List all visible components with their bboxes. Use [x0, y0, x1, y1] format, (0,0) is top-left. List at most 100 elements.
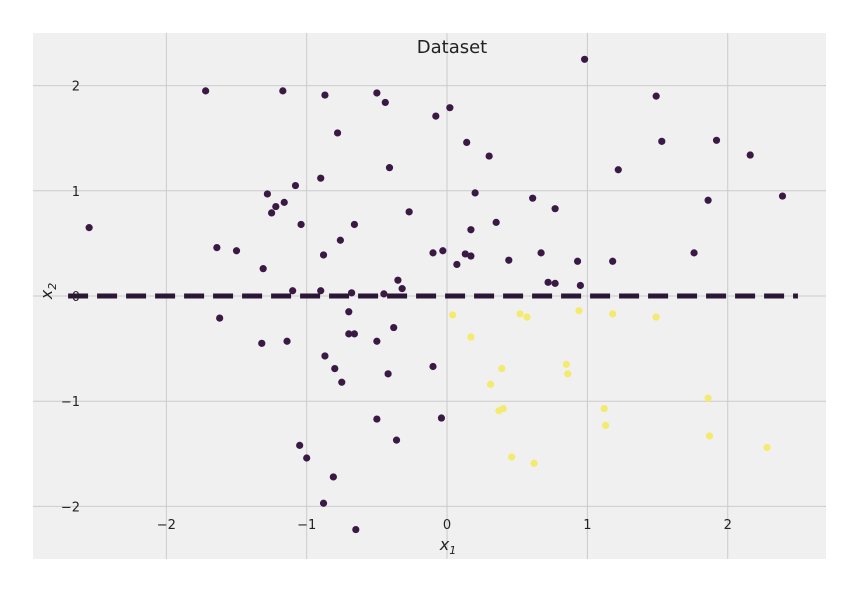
x-tick-label: −2: [157, 518, 176, 533]
data-point-class-0: [380, 290, 388, 298]
data-point-class-0: [658, 137, 666, 145]
data-point-class-0: [263, 190, 271, 198]
data-point-class-0: [297, 220, 305, 229]
data-point-class-0: [544, 278, 552, 286]
y-tick-label: 2: [72, 80, 80, 95]
data-point-class-0: [690, 249, 698, 257]
data-point-class-0: [439, 247, 447, 255]
y-tick-label: −1: [61, 395, 80, 410]
data-point-class-0: [345, 308, 353, 316]
data-point-class-0: [551, 205, 559, 213]
data-point-class-0: [778, 192, 787, 200]
y-axis-label-main: x: [37, 289, 56, 300]
data-point-class-0: [280, 198, 288, 206]
data-point-class-0: [446, 104, 454, 112]
data-point-class-0: [329, 473, 337, 481]
data-point-class-0: [463, 138, 471, 147]
data-point-class-0: [283, 337, 291, 345]
data-point-class-1: [600, 404, 608, 413]
data-point-class-0: [373, 337, 381, 345]
data-point-class-0: [317, 287, 325, 295]
data-point-class-0: [453, 260, 461, 269]
data-point-class-0: [467, 252, 475, 260]
x-tick-labels: −2 −1 0 1 2: [157, 518, 732, 533]
y-axis-label-sub: 2: [46, 283, 59, 290]
data-point-class-0: [390, 323, 398, 332]
x-tick-label: 0: [443, 518, 451, 533]
data-point-class-0: [216, 314, 224, 322]
data-point-class-0: [492, 218, 500, 226]
data-point-class-0: [746, 151, 754, 159]
data-point-class-0: [580, 55, 589, 63]
data-point-class-1: [508, 453, 516, 461]
data-point-class-1: [530, 459, 538, 467]
x-tick-label: 2: [724, 518, 732, 533]
data-point-class-0: [259, 265, 267, 273]
y-axis-label: x2: [37, 283, 59, 300]
data-point-class-0: [394, 276, 402, 284]
data-point-class-0: [551, 279, 559, 287]
data-point-class-0: [398, 285, 406, 293]
data-point-class-0: [321, 352, 329, 360]
data-point-class-0: [392, 436, 401, 444]
data-point-class-0: [291, 181, 300, 190]
data-point-class-1: [523, 313, 531, 321]
data-point-class-1: [486, 380, 495, 388]
data-point-class-0: [331, 364, 339, 373]
data-point-class-1: [467, 333, 475, 341]
data-point-class-0: [405, 208, 413, 216]
data-point-class-0: [350, 220, 359, 229]
data-point-class-0: [385, 164, 394, 172]
data-point-class-1: [609, 310, 617, 318]
data-point-class-0: [704, 196, 712, 204]
data-point-class-0: [529, 194, 537, 202]
data-point-class-0: [429, 362, 437, 371]
data-point-class-0: [505, 256, 513, 264]
data-point-class-0: [258, 339, 266, 347]
data-points: [85, 55, 787, 534]
data-point-class-0: [296, 441, 304, 449]
data-point-class-1: [564, 370, 572, 378]
data-point-class-0: [85, 224, 93, 232]
data-point-class-0: [471, 189, 479, 197]
x-axis-label: x1: [439, 535, 456, 557]
data-point-class-0: [213, 244, 221, 252]
data-point-class-0: [352, 525, 360, 534]
data-point-class-1: [705, 432, 714, 440]
data-point-class-0: [429, 249, 437, 257]
data-point-class-0: [373, 415, 381, 423]
data-point-class-1: [602, 421, 610, 429]
data-point-class-1: [575, 307, 583, 315]
data-point-class-0: [437, 414, 446, 422]
data-point-class-0: [279, 87, 287, 95]
y-tick-label: −2: [61, 500, 80, 515]
data-point-class-0: [350, 330, 359, 338]
data-point-class-0: [467, 226, 475, 234]
data-point-class-0: [576, 281, 584, 290]
data-point-class-0: [202, 87, 210, 95]
data-point-class-0: [712, 136, 721, 144]
data-point-class-0: [317, 174, 325, 182]
data-point-class-0: [348, 289, 356, 297]
chart-title: Dataset: [417, 37, 488, 58]
data-point-class-0: [432, 112, 440, 120]
data-point-class-0: [485, 152, 493, 160]
data-point-class-1: [652, 313, 660, 321]
data-point-class-0: [232, 247, 241, 255]
data-point-class-0: [384, 370, 392, 378]
data-point-class-0: [537, 249, 545, 257]
data-point-class-0: [289, 287, 297, 295]
data-point-class-1: [704, 394, 712, 402]
data-point-class-0: [573, 257, 582, 265]
data-point-class-0: [338, 378, 346, 386]
y-tick-label: 0: [72, 290, 80, 305]
data-point-class-0: [272, 202, 280, 211]
x-axis-label-sub: 1: [449, 544, 456, 557]
data-point-class-1: [562, 360, 570, 368]
data-point-class-0: [336, 236, 344, 244]
data-point-class-1: [763, 443, 771, 452]
x-tick-label: 1: [583, 518, 591, 533]
data-point-class-0: [319, 499, 328, 507]
